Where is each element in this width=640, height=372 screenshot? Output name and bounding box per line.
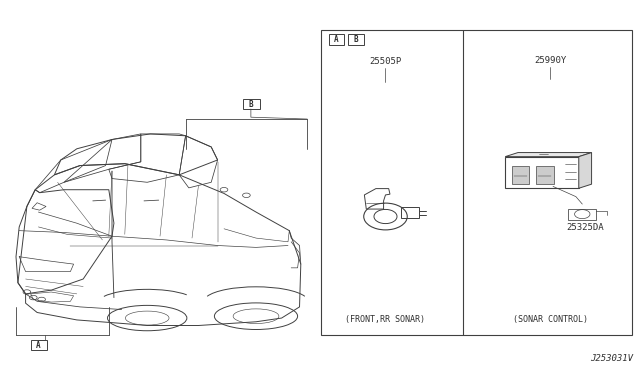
Bar bbox=[31, 340, 47, 350]
Text: J253031V: J253031V bbox=[591, 354, 634, 363]
Text: A: A bbox=[334, 35, 339, 44]
Bar bbox=[511, 166, 529, 184]
Bar bbox=[321, 30, 632, 335]
Text: (FRONT,RR SONAR): (FRONT,RR SONAR) bbox=[346, 315, 426, 324]
Bar bbox=[348, 34, 364, 45]
Bar bbox=[329, 34, 344, 45]
Bar bbox=[536, 166, 554, 184]
Bar bbox=[568, 209, 596, 220]
Polygon shape bbox=[505, 153, 591, 157]
Polygon shape bbox=[579, 153, 591, 188]
Text: (SONAR CONTROL): (SONAR CONTROL) bbox=[513, 315, 588, 324]
Bar bbox=[243, 99, 260, 109]
Text: 25325DA: 25325DA bbox=[566, 223, 604, 232]
Text: 25505P: 25505P bbox=[369, 57, 402, 66]
Text: B: B bbox=[353, 35, 358, 44]
Text: A: A bbox=[36, 341, 41, 350]
Bar bbox=[505, 157, 579, 188]
Text: B: B bbox=[248, 100, 253, 109]
Text: 25990Y: 25990Y bbox=[534, 56, 566, 65]
